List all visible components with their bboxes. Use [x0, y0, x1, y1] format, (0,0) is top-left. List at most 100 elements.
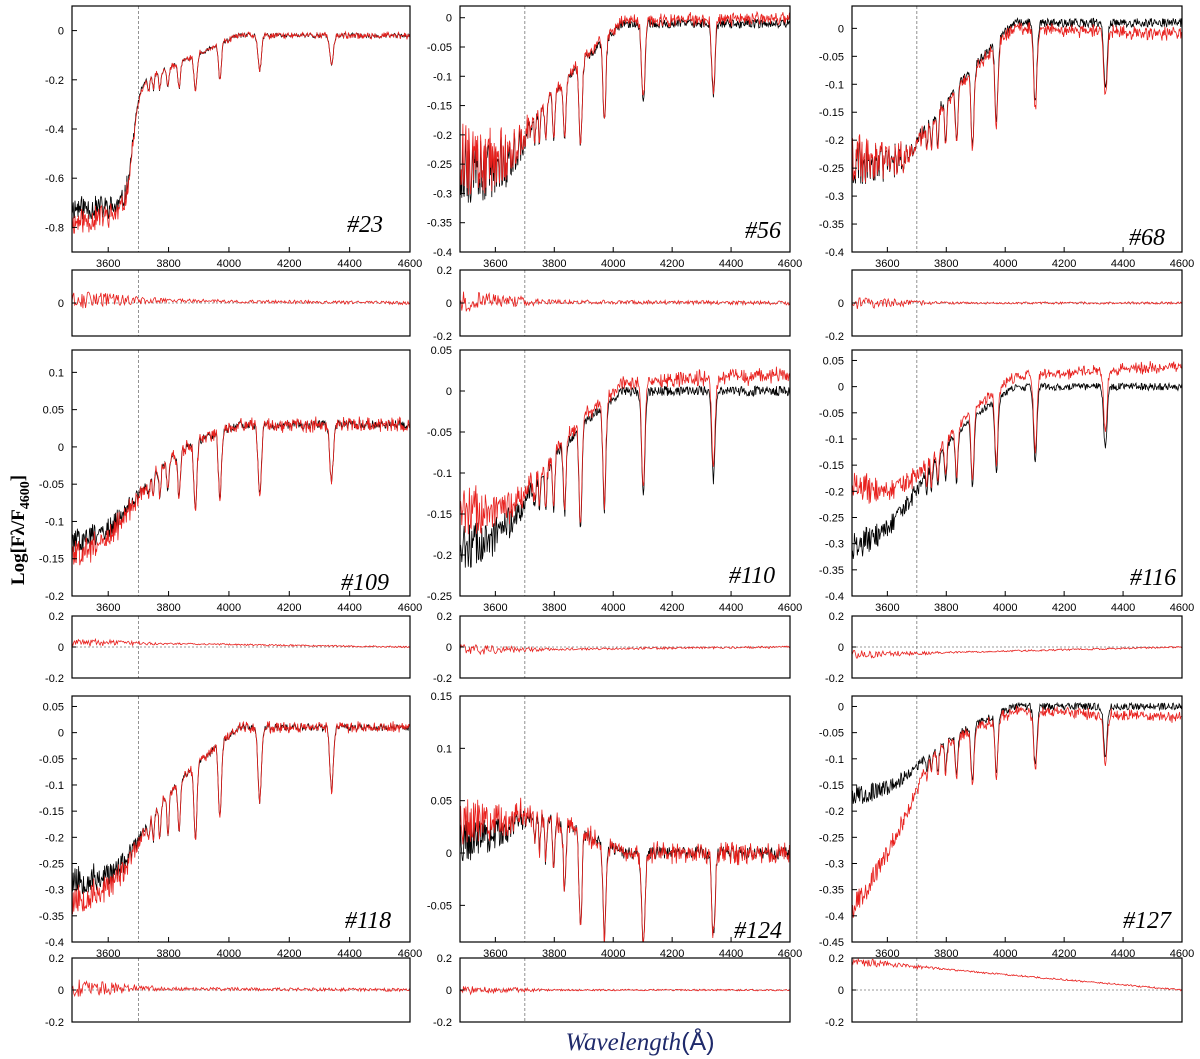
residual-line: [72, 979, 410, 997]
x-tick-label: 4400: [337, 948, 361, 960]
residual-y-tick-label: 0.2: [49, 953, 64, 965]
y-tick-label: 0: [58, 26, 64, 38]
x-tick-label: 4200: [277, 602, 301, 614]
spectrum-panel-6: 0.05 0 -0.05 -0.1 -0.15 -0.2 -0.25 -0.3 -0.35 -0.…: [819, 349, 1194, 614]
y-tick-label: -0.15: [819, 460, 844, 472]
residual-y-tick-label: 0: [838, 642, 844, 654]
spectrum-panel-7: 0.05 0 -0.05 -0.1 -0.15 -0.2 -0.25 -0.3 -0.35 -0.…: [39, 695, 422, 960]
model-spectrum-line: [460, 385, 790, 568]
y-tick-label: 0: [446, 13, 452, 25]
residual-line: [460, 985, 790, 996]
y-tick-label: 0: [838, 382, 844, 394]
observed-spectrum-line: [460, 797, 790, 942]
x-tick-label: 3800: [934, 258, 958, 270]
residual-y-tick-label: 0: [58, 642, 64, 654]
x-tick-label: 4400: [1111, 258, 1135, 270]
spectrum-panel-4: 0.1 0.05 0 -0.05 -0.1 -0.15 -0.2 3600 3800 4000 42…: [39, 349, 422, 614]
x-tick-label: 3800: [934, 602, 958, 614]
y-tick-label: -0.15: [427, 101, 452, 113]
y-tick-label: -0.3: [825, 191, 844, 203]
y-tick-label: -0.3: [825, 539, 844, 551]
spectrum-panel-2: 0 -0.05 -0.1 -0.15 -0.2 -0.25 -0.3 -0.35 -0.4 360…: [427, 5, 802, 270]
y-tick-label: -0.2: [825, 486, 844, 498]
plot-frame: [851, 349, 1183, 597]
residual-y-tick-label: 0: [838, 985, 844, 997]
object-label: #23: [347, 212, 383, 238]
x-tick-label: 3600: [96, 948, 120, 960]
x-tick-label: 4200: [1052, 602, 1076, 614]
x-axis-label: Wavelength(Å): [565, 1026, 714, 1056]
x-tick-label: 4600: [398, 602, 422, 614]
residual-y-tick-label: -0.2: [433, 673, 452, 685]
x-tick-label: 4200: [1052, 948, 1076, 960]
x-tick-label: 4400: [1111, 602, 1135, 614]
y-tick-label: -0.05: [427, 900, 452, 912]
residual-line: [852, 646, 1182, 659]
x-tick-label: 3600: [96, 258, 120, 270]
y-tick-label: -0.15: [819, 107, 844, 119]
y-tick-label: -0.1: [45, 516, 64, 528]
x-tick-label: 4400: [719, 602, 743, 614]
object-label: #127: [1123, 908, 1172, 934]
residual-panel-9: 0.2 0 -0.2: [825, 953, 1183, 1029]
y-tick-label: -0.3: [825, 858, 844, 870]
x-tick-label: 3600: [875, 258, 899, 270]
x-tick-label: 4000: [601, 948, 625, 960]
x-tick-label: 3600: [483, 602, 507, 614]
y-tick-label: -0.2: [433, 130, 452, 142]
y-tick-label: -0.8: [45, 222, 64, 234]
residual-y-tick-label: 0.2: [49, 611, 64, 623]
y-tick-label: -0.4: [825, 591, 844, 603]
y-tick-label: -0.2: [825, 135, 844, 147]
y-tick-label: 0.05: [431, 345, 452, 357]
residual-y-tick-label: 0.2: [829, 953, 844, 965]
y-tick-label: -0.4: [825, 247, 844, 259]
observed-spectrum-line: [852, 361, 1182, 504]
observed-spectrum-line: [852, 705, 1182, 918]
y-tick-label: -0.15: [819, 780, 844, 792]
y-tick-label: -0.45: [819, 937, 844, 949]
residual-line: [460, 291, 790, 313]
y-tick-label: -0.15: [39, 554, 64, 566]
x-tick-label: 4200: [277, 948, 301, 960]
spectrum-panel-9: 0 -0.05 -0.1 -0.15 -0.2 -0.25 -0.3 -0.35 -0.4 -0.…: [819, 695, 1194, 960]
x-tick-label: 3800: [542, 602, 566, 614]
residual-y-tick-label: -0.2: [825, 331, 844, 343]
residual-panel-8: 0.2 0 -0.2: [433, 953, 791, 1029]
y-tick-label: -0.1: [825, 434, 844, 446]
x-tick-label: 4600: [778, 602, 802, 614]
residual-y-tick-label: -0.2: [825, 1017, 844, 1029]
residual-panel-6: 0.2 0 -0.2: [825, 611, 1183, 685]
y-tick-label: -0.25: [819, 163, 844, 175]
x-tick-label: 3800: [542, 948, 566, 960]
y-tick-label: 0: [838, 701, 844, 713]
y-tick-label: -0.15: [39, 806, 64, 818]
plot-frame: [851, 5, 1183, 253]
x-tick-label: 3600: [875, 602, 899, 614]
y-tick-label: -0.35: [819, 885, 844, 897]
x-tick-label: 3600: [483, 258, 507, 270]
x-tick-label: 4600: [1170, 948, 1194, 960]
y-tick-label: -0.4: [433, 247, 452, 259]
y-tick-label: -0.25: [427, 591, 452, 603]
plot-frame: [71, 349, 411, 597]
residual-y-tick-label: -0.2: [433, 1017, 452, 1029]
y-tick-label: -0.3: [433, 188, 452, 200]
residual-y-tick-label: -0.2: [433, 331, 452, 343]
residual-y-tick-label: 0.2: [437, 611, 452, 623]
x-tick-label: 4000: [601, 258, 625, 270]
plot-frame: [459, 5, 791, 253]
x-tick-label: 4200: [660, 258, 684, 270]
y-tick-label: -0.1: [45, 780, 64, 792]
residual-y-tick-label: 0: [446, 298, 452, 310]
spectrum-panel-3: 0 -0.05 -0.1 -0.15 -0.2 -0.25 -0.3 -0.35 -0.4 360…: [819, 5, 1194, 270]
spectrum-panel-5: 0.05 0 -0.05 -0.1 -0.15 -0.2 -0.25 3600 3800 4000…: [427, 345, 802, 614]
x-tick-label: 4000: [601, 602, 625, 614]
x-tick-label: 4000: [993, 258, 1017, 270]
object-label: #109: [341, 570, 389, 596]
spectrum-panel-8: 0.15 0.1 0.05 0 -0.05 3600 3800 4000 4200 4400 460…: [427, 691, 802, 960]
y-tick-label: 0: [838, 23, 844, 35]
y-tick-label: -0.25: [427, 159, 452, 171]
y-tick-label: -0.25: [819, 512, 844, 524]
